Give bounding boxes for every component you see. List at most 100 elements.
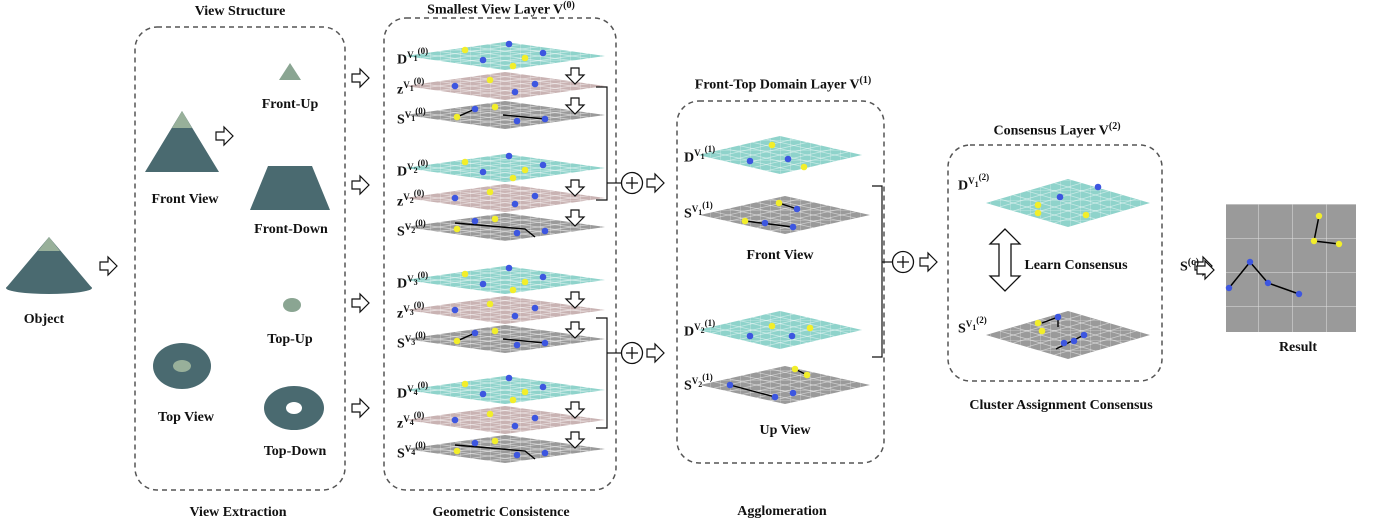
layer1-box	[676, 100, 885, 464]
yellow-point	[768, 141, 776, 149]
down-arrow-icon	[564, 97, 586, 115]
plane-symbol: zV1(0)	[397, 76, 425, 98]
blue-point	[1070, 337, 1078, 345]
yellow-point	[1082, 211, 1090, 219]
blue-point	[746, 332, 754, 340]
yellow-point	[486, 76, 494, 84]
blue-point	[451, 194, 459, 202]
layer1-up-view-label: Up View	[759, 423, 811, 438]
blue-point	[789, 389, 797, 397]
s-plane	[405, 213, 605, 241]
z-plane	[405, 72, 605, 100]
blue-point	[471, 439, 479, 447]
blue-point	[541, 339, 549, 347]
yellow-point	[521, 278, 529, 286]
right-arrow-icon	[215, 125, 234, 147]
yellow-point	[791, 365, 799, 373]
blue-point	[539, 383, 547, 391]
blue-point	[788, 332, 796, 340]
blue-point	[746, 157, 754, 165]
s-plane	[405, 101, 605, 129]
d-plane	[405, 40, 605, 70]
blue-point	[511, 88, 519, 96]
blue-point	[539, 273, 547, 281]
blue-point	[541, 115, 549, 123]
blue-point	[531, 304, 539, 312]
yellow-point	[461, 46, 469, 54]
layer0-plane-stack	[405, 40, 605, 463]
yellow-point	[486, 300, 494, 308]
yellow-point	[453, 447, 461, 455]
front-down-label: Front-Down	[254, 222, 328, 237]
plane-symbol: SV1(2)	[958, 315, 987, 337]
yellow-point	[521, 166, 529, 174]
plus-circle-icon	[620, 341, 644, 365]
right-arrow-icon	[351, 67, 370, 89]
top-down-label: Top-Down	[263, 444, 327, 459]
yellow-point	[453, 225, 461, 233]
d-plane	[986, 179, 1150, 227]
blue-point	[479, 56, 487, 64]
yellow-point	[1034, 201, 1042, 209]
yellow-point	[461, 380, 469, 388]
plus-circle-icon	[891, 250, 915, 274]
blue-point	[505, 40, 513, 48]
plane-symbol: DV2(1)	[684, 318, 716, 340]
agglomeration-title: Agglomeration	[737, 504, 827, 519]
plane-symbol: DV4(0)	[397, 380, 429, 402]
yellow-point	[486, 188, 494, 196]
z-plane	[405, 184, 605, 212]
blue-point	[513, 229, 521, 237]
right-arrow-icon	[919, 251, 938, 273]
plane-symbol: SV2(0)	[397, 218, 426, 240]
flow-arrows	[99, 67, 1215, 419]
d-plane	[405, 374, 605, 404]
d-plane	[698, 311, 862, 349]
layer0-box	[383, 17, 617, 491]
down-arrow-icon	[564, 431, 586, 449]
layer0-title: Smallest View Layer V(0)	[427, 0, 575, 18]
front-down-trapezoid-icon	[250, 166, 330, 210]
plane-symbol: zV4(0)	[397, 410, 425, 432]
bracket-v3-v4	[596, 317, 608, 429]
blue-point	[541, 227, 549, 235]
yellow-point	[806, 324, 814, 332]
down-arrow-icon	[564, 179, 586, 197]
layer2-box	[947, 144, 1163, 382]
bracket-layer1	[872, 185, 883, 358]
top-view-label: Top View	[158, 410, 214, 425]
down-arrow-icon	[564, 209, 586, 227]
learn-consensus-label: Learn Consensus	[1024, 258, 1128, 273]
blue-point	[539, 49, 547, 57]
blue-point	[531, 414, 539, 422]
d-plane	[405, 152, 605, 182]
yellow-point	[741, 217, 749, 225]
yellow-point	[491, 437, 499, 445]
s-plane	[405, 435, 605, 463]
yellow-point	[521, 388, 529, 396]
blue-point	[541, 449, 549, 457]
layer1-plane-stack	[698, 136, 870, 404]
blue-point	[479, 168, 487, 176]
blue-point	[511, 422, 519, 430]
yellow-point	[521, 54, 529, 62]
yellow-point	[461, 158, 469, 166]
plane-symbol: SV2(1)	[684, 372, 713, 394]
yellow-point	[491, 327, 499, 335]
blue-point	[1094, 183, 1102, 191]
blue-point	[761, 219, 769, 227]
right-arrow-icon	[646, 342, 665, 364]
top-up-label: Top-Up	[267, 332, 313, 347]
blue-point	[451, 416, 459, 424]
yellow-point	[461, 270, 469, 278]
s-plane	[986, 311, 1150, 359]
right-arrow-icon	[351, 292, 370, 314]
yellow-point	[509, 62, 517, 70]
view-extraction-title: View Extraction	[189, 505, 287, 520]
blue-point	[1080, 331, 1088, 339]
yellow-point	[1034, 209, 1042, 217]
plane-symbol: DV3(0)	[397, 270, 429, 292]
blue-point	[789, 223, 797, 231]
plane-symbol: SV1(1)	[684, 200, 713, 222]
